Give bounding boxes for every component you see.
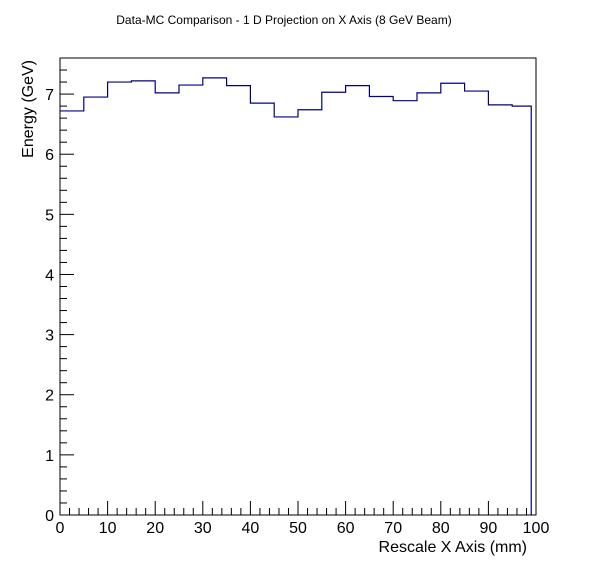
- histogram-series-line: [60, 77, 532, 515]
- y-tick-label: 4: [45, 267, 54, 284]
- x-tick-label: 60: [337, 520, 355, 537]
- axis-ticks: [59, 57, 537, 516]
- x-tick-label: 70: [384, 520, 402, 537]
- x-tick-label: 80: [432, 520, 450, 537]
- y-tick-label: 6: [45, 147, 54, 164]
- x-tick-label: 100: [523, 520, 550, 537]
- y-tick-label: 3: [45, 328, 54, 345]
- x-tick-label: 50: [289, 520, 307, 537]
- y-tick-label: 0: [45, 508, 54, 525]
- x-tick-label: 90: [480, 520, 498, 537]
- y-tick-label: 1: [45, 448, 54, 465]
- chart-title: Data-MC Comparison - 1 D Projection on X…: [116, 13, 451, 27]
- y-tick-label: 5: [45, 207, 54, 224]
- x-tick-label: 10: [99, 520, 117, 537]
- y-axis-label: Energy (GeV): [20, 60, 37, 158]
- y-tick-label: 2: [45, 388, 54, 405]
- x-tick-label: 20: [146, 520, 164, 537]
- x-tick-label: 30: [194, 520, 212, 537]
- x-axis-label: Rescale X Axis (mm): [379, 539, 527, 556]
- x-tick-label: 40: [242, 520, 260, 537]
- plot-frame: [59, 57, 537, 516]
- tick-labels: 0 10 20 30 40 50 60 70 80 90 100 0 1 2 3 4 5 6 7: [45, 87, 549, 537]
- y-tick-label: 7: [45, 87, 54, 104]
- x-tick-label: 0: [56, 520, 65, 537]
